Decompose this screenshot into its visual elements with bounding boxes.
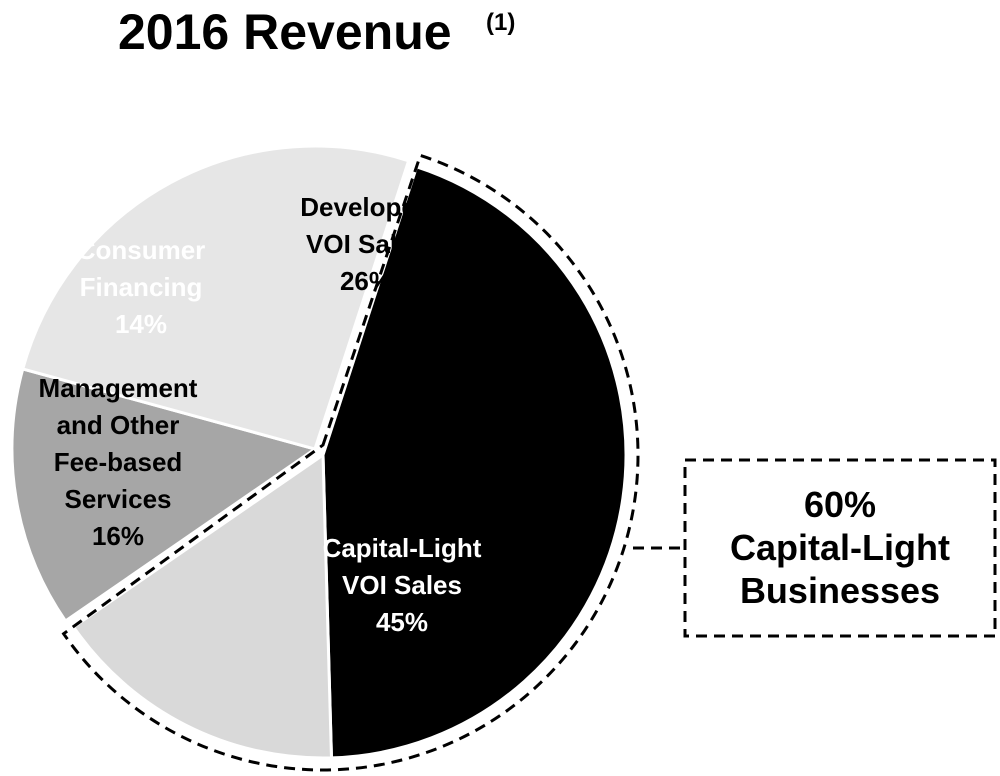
chart-title-footnote: (1) [486,9,515,36]
slice-capital-light-voi-sales [321,165,628,760]
pie-slices [10,144,628,760]
slice-value-capital-light-voi-sales: 45% [376,607,428,637]
slice-label-line: Management [39,373,198,403]
slice-value-consumer-financing: 14% [115,309,167,339]
slice-label-line: VOI Sales [306,229,426,259]
callout-label-line: 60% [804,484,876,525]
callout-group: 60% Capital-Light Businesses [61,153,997,772]
slice-label-line: Services [65,484,172,514]
callout-label-line: Capital-Light [730,527,950,568]
slice-label-line: VOI Sales [342,570,462,600]
slice-value-management-and-other-fee-based-services: 16% [92,521,144,551]
callout-box [683,458,997,638]
slice-label-line: Capital-Light [323,533,482,563]
slice-consumer-financing [10,367,317,623]
callout-label: 60% Capital-Light Businesses [730,484,950,611]
slice-label-line: and Other [57,410,180,440]
slice-label-capital-light-voi-sales: Capital-Light VOI Sales 45% [323,533,482,637]
slice-label-consumer-financing: Consumer Financing 14% [77,235,206,339]
pie-labels: Capital-Light VOI Sales 45% Management and O… [39,192,482,637]
chart-title: 2016 Revenue [118,4,452,60]
slice-label-developed-voi-sales: Developed VOI Sales 26% [300,192,432,296]
slice-label-line: Developed [300,192,432,222]
callout-label-line: Businesses [740,570,940,611]
slice-label-line: Consumer [77,235,206,265]
slice-management-and-other-fee-based-services [72,453,333,760]
slice-developed-voi-sales [21,144,411,451]
slice-value-developed-voi-sales: 26% [340,266,392,296]
callout-group-outline [61,153,640,772]
slice-label-management-and-other-fee-based-services: Management and Other Fee-based Services 16% [39,373,198,551]
slice-label-line: Fee-based [54,447,183,477]
slice-label-line: Financing [80,272,203,302]
